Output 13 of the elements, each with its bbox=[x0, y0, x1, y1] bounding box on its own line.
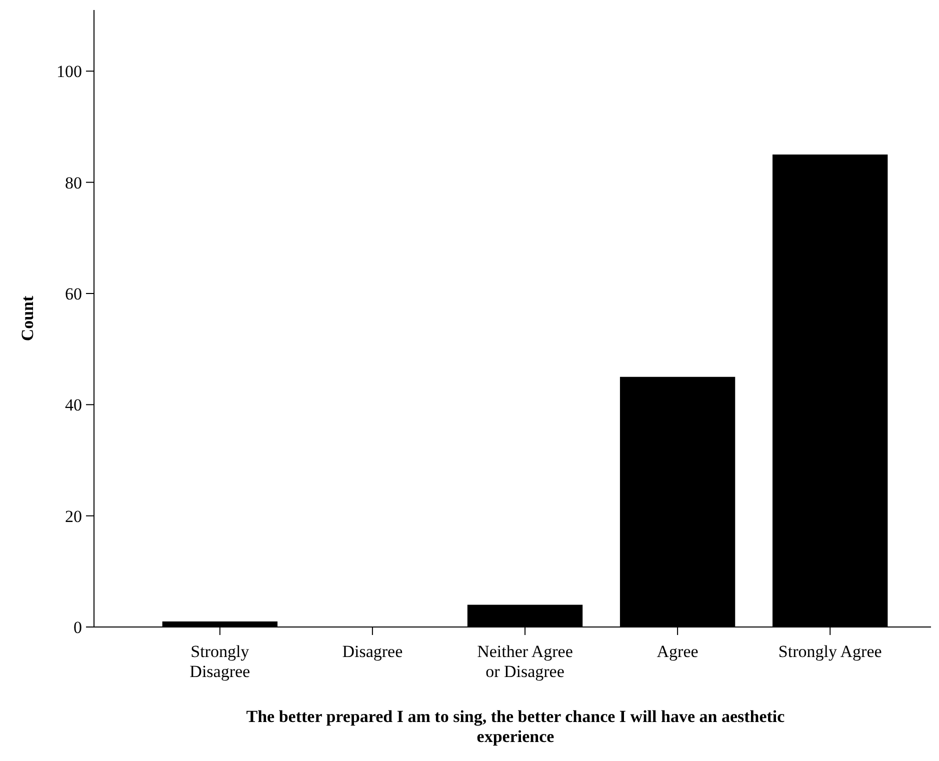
y-axis-title: Count bbox=[18, 295, 37, 342]
x-tick-label: Agree bbox=[656, 642, 698, 661]
x-tick-label: Strongly Agree bbox=[778, 642, 882, 661]
y-tick-label: 80 bbox=[65, 173, 82, 192]
x-tick-label: Neither Agree or Disagree bbox=[477, 642, 573, 681]
x-axis-title: The better prepared I am to sing, the better chance I will have an aesthetic experience bbox=[246, 707, 786, 746]
y-tick-label: 20 bbox=[65, 506, 82, 526]
y-tick-label: 100 bbox=[56, 62, 82, 82]
y-tick-label: 60 bbox=[65, 284, 82, 304]
y-tick-label: 40 bbox=[65, 396, 82, 415]
y-tick-label: 0 bbox=[74, 618, 82, 637]
x-tick-label: Strongly Disagree bbox=[190, 642, 250, 681]
x-tick-label: Disagree bbox=[342, 642, 403, 661]
